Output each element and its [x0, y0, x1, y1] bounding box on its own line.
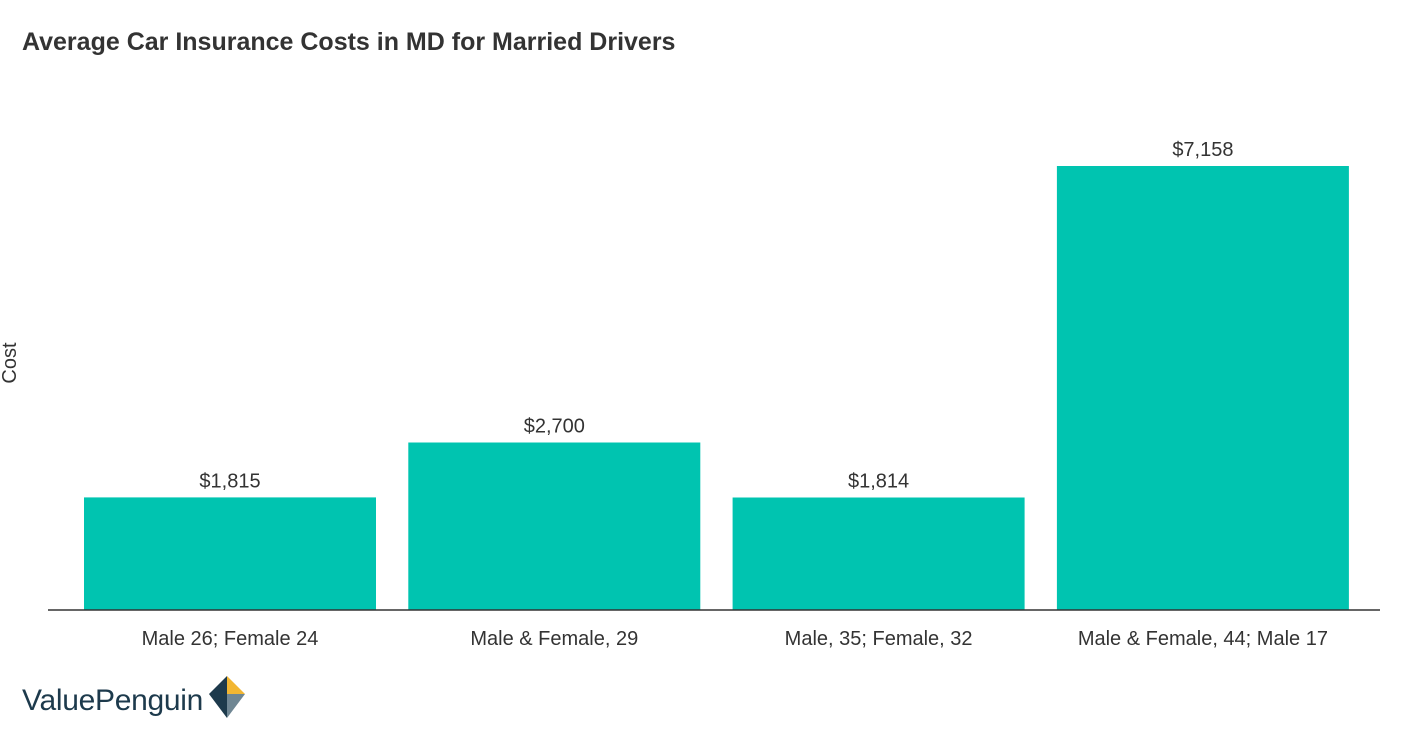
- bar-1: [84, 497, 376, 610]
- logo-text: ValuePenguin: [22, 684, 203, 717]
- bar-value-label-1: $1,815: [199, 470, 260, 492]
- y-axis-label: Cost: [0, 342, 21, 384]
- logo-mark-icon: [209, 676, 245, 718]
- bars-layer: [84, 166, 1349, 610]
- bar-2: [408, 442, 701, 610]
- x-tick-label-2: Male & Female, 29: [470, 628, 638, 650]
- x-tick-label-4: Male & Female, 44; Male 17: [1078, 628, 1328, 650]
- valuepenguin-logo: ValuePenguin: [22, 676, 247, 726]
- x-tick-labels-layer: Male 26; Female 24 Male & Female, 29 Male,…: [142, 628, 1328, 650]
- x-tick-label-3: Male, 35; Female, 32: [785, 628, 973, 650]
- bar-value-label-4: $7,158: [1172, 139, 1233, 161]
- value-labels-layer: $1,815 $2,700 $1,814 $7,158: [199, 139, 1233, 493]
- bar-value-label-2: $2,700: [524, 416, 585, 438]
- bar-value-label-3: $1,814: [848, 471, 909, 493]
- x-tick-label-1: Male 26; Female 24: [142, 628, 319, 650]
- bar-4: [1056, 166, 1349, 610]
- chart-title: Average Car Insurance Costs in MD for Ma…: [22, 28, 676, 56]
- bar-3: [732, 497, 1025, 610]
